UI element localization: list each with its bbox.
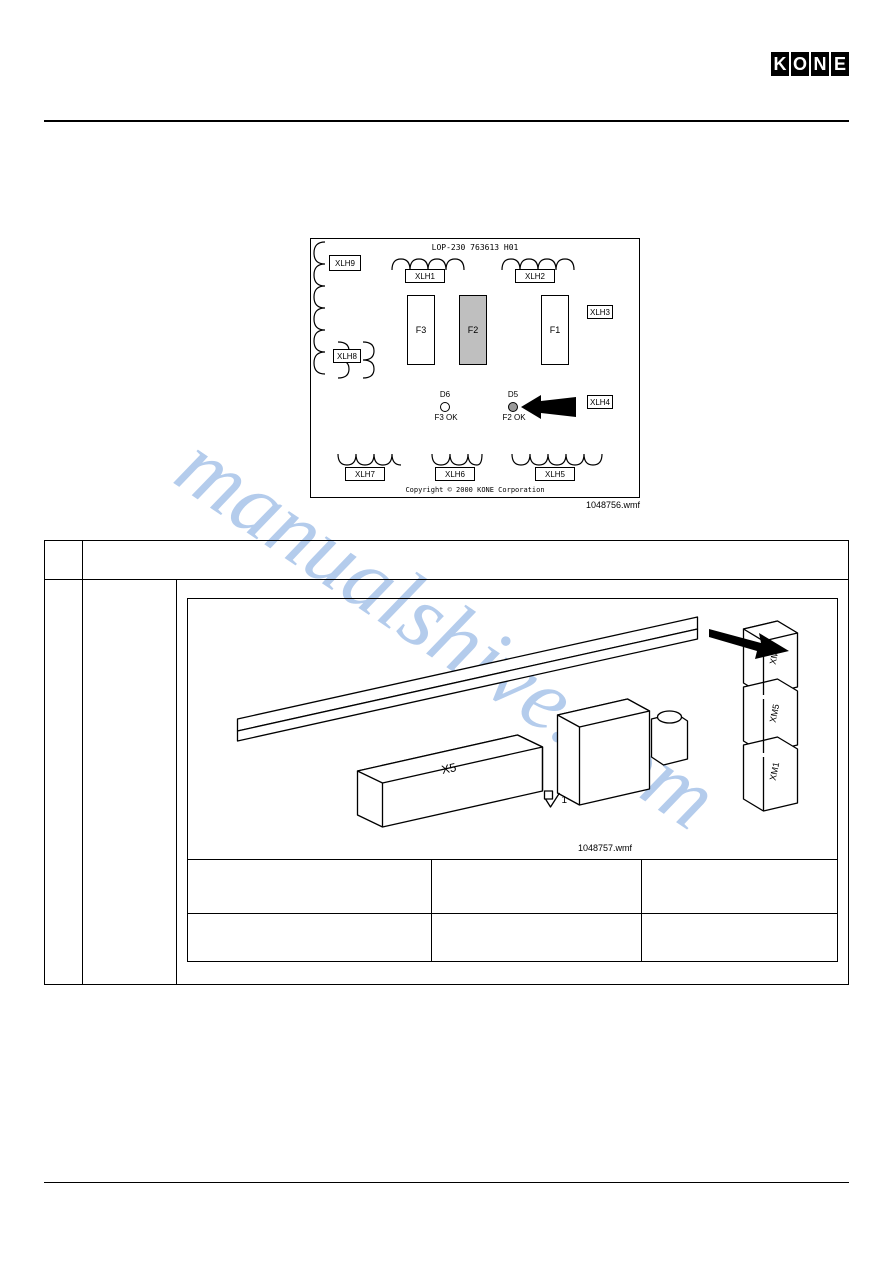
logo-letter: O — [791, 52, 809, 76]
coil-icon — [360, 339, 380, 379]
conn-xlh5: XLH5 — [535, 467, 575, 481]
table-cell — [83, 541, 848, 579]
logo-letter: K — [771, 52, 789, 76]
logo-letter: N — [811, 52, 829, 76]
table-cell — [83, 580, 177, 984]
led-d5 — [508, 402, 518, 412]
diagram-image-area: X5 — [188, 599, 837, 859]
table-cell — [188, 860, 432, 913]
conn-xlh9: XLH9 — [329, 255, 361, 271]
fuse-f1: F1 — [541, 295, 569, 365]
copyright-text: Copyright © 2000 KONE Corporation — [405, 486, 544, 494]
led-label-f3ok: F3 OK — [429, 413, 463, 422]
arrow-icon — [709, 621, 789, 661]
table-cell — [45, 541, 83, 579]
table-row — [188, 913, 837, 961]
table-cell — [45, 580, 83, 984]
table-row — [188, 859, 837, 913]
pcb-outline: LOP-230 763613 H01 XLH9 XLH1 XLH2 XLH8 X… — [310, 238, 640, 498]
conn-xlh4: XLH4 — [587, 395, 613, 409]
conn-xlh3: XLH3 — [587, 305, 613, 319]
table-cell — [432, 914, 642, 961]
table-cell — [642, 914, 837, 961]
wmf-filename: 1048756.wmf — [310, 500, 640, 510]
arrow-icon — [521, 394, 576, 420]
board-title: LOP-230 763613 H01 — [432, 243, 519, 252]
led-d6 — [440, 402, 450, 412]
wmf-filename: 1048757.wmf — [578, 843, 632, 853]
fuse-f2: F2 — [459, 295, 487, 365]
table-header-row — [45, 541, 848, 579]
header-divider — [44, 120, 849, 122]
conn-xlh1: XLH1 — [405, 269, 445, 283]
conn-xlh7: XLH7 — [345, 467, 385, 481]
kone-logo: K O N E — [771, 52, 849, 76]
step-table: X5 — [44, 540, 849, 985]
fuse-f3: F3 — [407, 295, 435, 365]
table-cell — [188, 914, 432, 961]
table-cell: X5 — [177, 580, 848, 984]
led-label-d6: D6 — [435, 390, 455, 399]
coil-icon — [311, 239, 331, 379]
led-label-d5: D5 — [503, 390, 523, 399]
table-cell — [642, 860, 837, 913]
label-check1: 1 — [562, 795, 568, 806]
footer-divider — [44, 1182, 849, 1183]
table-cell — [432, 860, 642, 913]
diagram-lop230: LOP-230 763613 H01 XLH9 XLH1 XLH2 XLH8 X… — [310, 238, 640, 510]
logo-letter: E — [831, 52, 849, 76]
table-body-row: X5 — [45, 579, 848, 984]
conn-xlh8: XLH8 — [333, 349, 361, 363]
diagram-connector: X5 — [187, 598, 838, 962]
conn-xlh2: XLH2 — [515, 269, 555, 283]
conn-xlh6: XLH6 — [435, 467, 475, 481]
